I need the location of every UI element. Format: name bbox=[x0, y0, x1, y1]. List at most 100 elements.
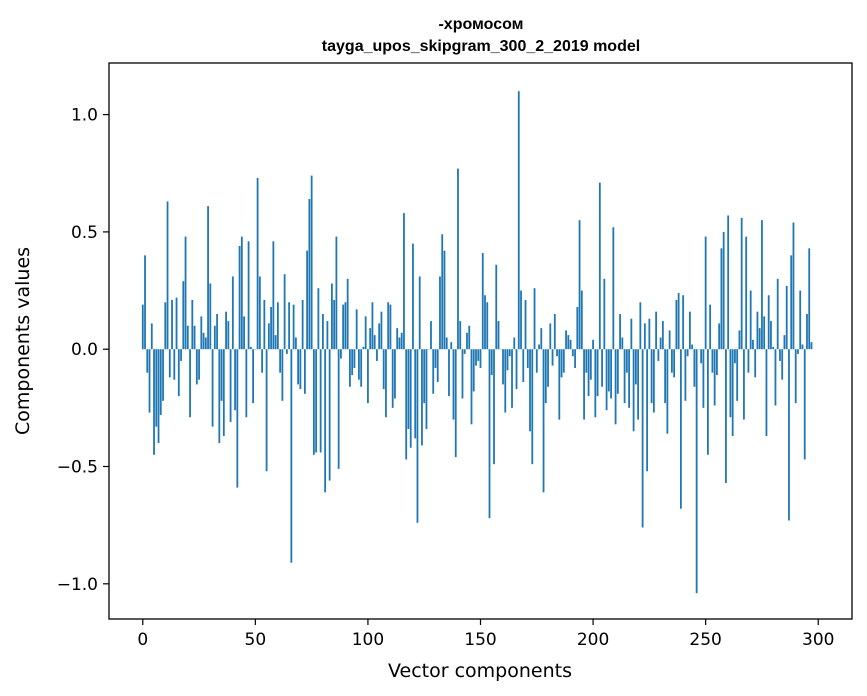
bar bbox=[245, 349, 248, 418]
bar bbox=[430, 321, 432, 350]
bar bbox=[436, 349, 439, 383]
bar bbox=[707, 349, 709, 455]
bar bbox=[376, 349, 378, 361]
bar bbox=[484, 295, 486, 350]
bar bbox=[779, 349, 781, 361]
bar bbox=[202, 332, 205, 350]
bar bbox=[558, 349, 561, 420]
bar bbox=[592, 339, 594, 350]
bar bbox=[790, 255, 793, 350]
bar bbox=[693, 349, 696, 387]
bar bbox=[207, 206, 209, 350]
bar bbox=[333, 299, 336, 350]
bar bbox=[763, 316, 766, 350]
bar bbox=[274, 335, 277, 350]
bar bbox=[369, 328, 372, 350]
bar bbox=[189, 349, 191, 418]
bar bbox=[398, 337, 401, 350]
bar bbox=[166, 201, 169, 350]
bar bbox=[238, 245, 241, 350]
bar bbox=[542, 349, 545, 493]
bar bbox=[538, 344, 540, 350]
bar bbox=[486, 302, 489, 350]
y-axis-label: Components values bbox=[12, 247, 34, 435]
bar bbox=[182, 281, 185, 350]
bar bbox=[772, 346, 775, 350]
bar bbox=[648, 318, 651, 350]
bar bbox=[646, 349, 649, 472]
bar bbox=[776, 278, 779, 350]
bar bbox=[479, 349, 482, 368]
bar bbox=[716, 349, 718, 376]
bar bbox=[682, 295, 685, 350]
bar bbox=[781, 349, 784, 380]
bar bbox=[736, 349, 739, 401]
bar bbox=[448, 349, 450, 397]
bar bbox=[443, 250, 446, 350]
bar bbox=[587, 349, 590, 397]
x-tick-label: 150 bbox=[464, 630, 496, 650]
bar bbox=[657, 349, 660, 361]
bar bbox=[177, 349, 180, 397]
bar bbox=[308, 199, 311, 350]
bar bbox=[162, 349, 164, 401]
bar bbox=[240, 236, 243, 350]
bar bbox=[454, 349, 457, 458]
bar bbox=[416, 349, 419, 523]
bar bbox=[306, 250, 309, 350]
bars-group bbox=[141, 91, 813, 594]
bar bbox=[180, 349, 182, 361]
bar bbox=[607, 349, 610, 392]
bar bbox=[373, 335, 376, 350]
bar bbox=[423, 349, 426, 404]
bar bbox=[297, 349, 300, 385]
bar bbox=[574, 349, 576, 368]
bar bbox=[504, 349, 507, 413]
bar bbox=[290, 349, 293, 563]
bar bbox=[533, 288, 536, 350]
bar bbox=[562, 349, 565, 373]
bar bbox=[596, 349, 599, 397]
bar bbox=[351, 349, 354, 376]
y-axis: −1.0 −0.5 0.0 0.5 1.0 bbox=[57, 106, 109, 595]
bar bbox=[673, 349, 676, 378]
bar bbox=[164, 302, 167, 350]
bar bbox=[718, 323, 721, 350]
bar bbox=[806, 314, 808, 350]
y-tick-label: 1.0 bbox=[71, 106, 98, 126]
bar bbox=[637, 349, 640, 420]
bar bbox=[643, 323, 646, 350]
bar bbox=[457, 168, 459, 350]
bar bbox=[396, 328, 399, 350]
bar bbox=[725, 349, 727, 483]
bar bbox=[497, 321, 500, 350]
bar bbox=[301, 299, 304, 350]
bar bbox=[502, 349, 504, 385]
bar bbox=[621, 337, 624, 350]
bar bbox=[700, 349, 703, 364]
bar bbox=[747, 349, 750, 373]
bar bbox=[517, 91, 520, 350]
bar bbox=[810, 342, 813, 350]
x-tick-label: 50 bbox=[245, 630, 267, 650]
bar bbox=[216, 314, 218, 350]
bar bbox=[468, 325, 471, 350]
bar bbox=[213, 325, 216, 350]
bar bbox=[409, 349, 412, 448]
bar bbox=[535, 349, 538, 373]
y-tick-label: −1.0 bbox=[57, 575, 98, 595]
bar bbox=[614, 349, 617, 425]
bar bbox=[349, 349, 351, 387]
bar bbox=[445, 337, 448, 350]
bar bbox=[236, 349, 239, 488]
bar bbox=[321, 314, 324, 350]
bar bbox=[752, 339, 754, 350]
bar bbox=[247, 241, 250, 350]
bar bbox=[220, 349, 223, 401]
bar bbox=[380, 311, 383, 350]
bar bbox=[623, 349, 626, 404]
bar bbox=[664, 349, 667, 404]
x-tick-label: 200 bbox=[577, 630, 609, 650]
bar bbox=[758, 328, 761, 350]
bar bbox=[317, 288, 320, 350]
